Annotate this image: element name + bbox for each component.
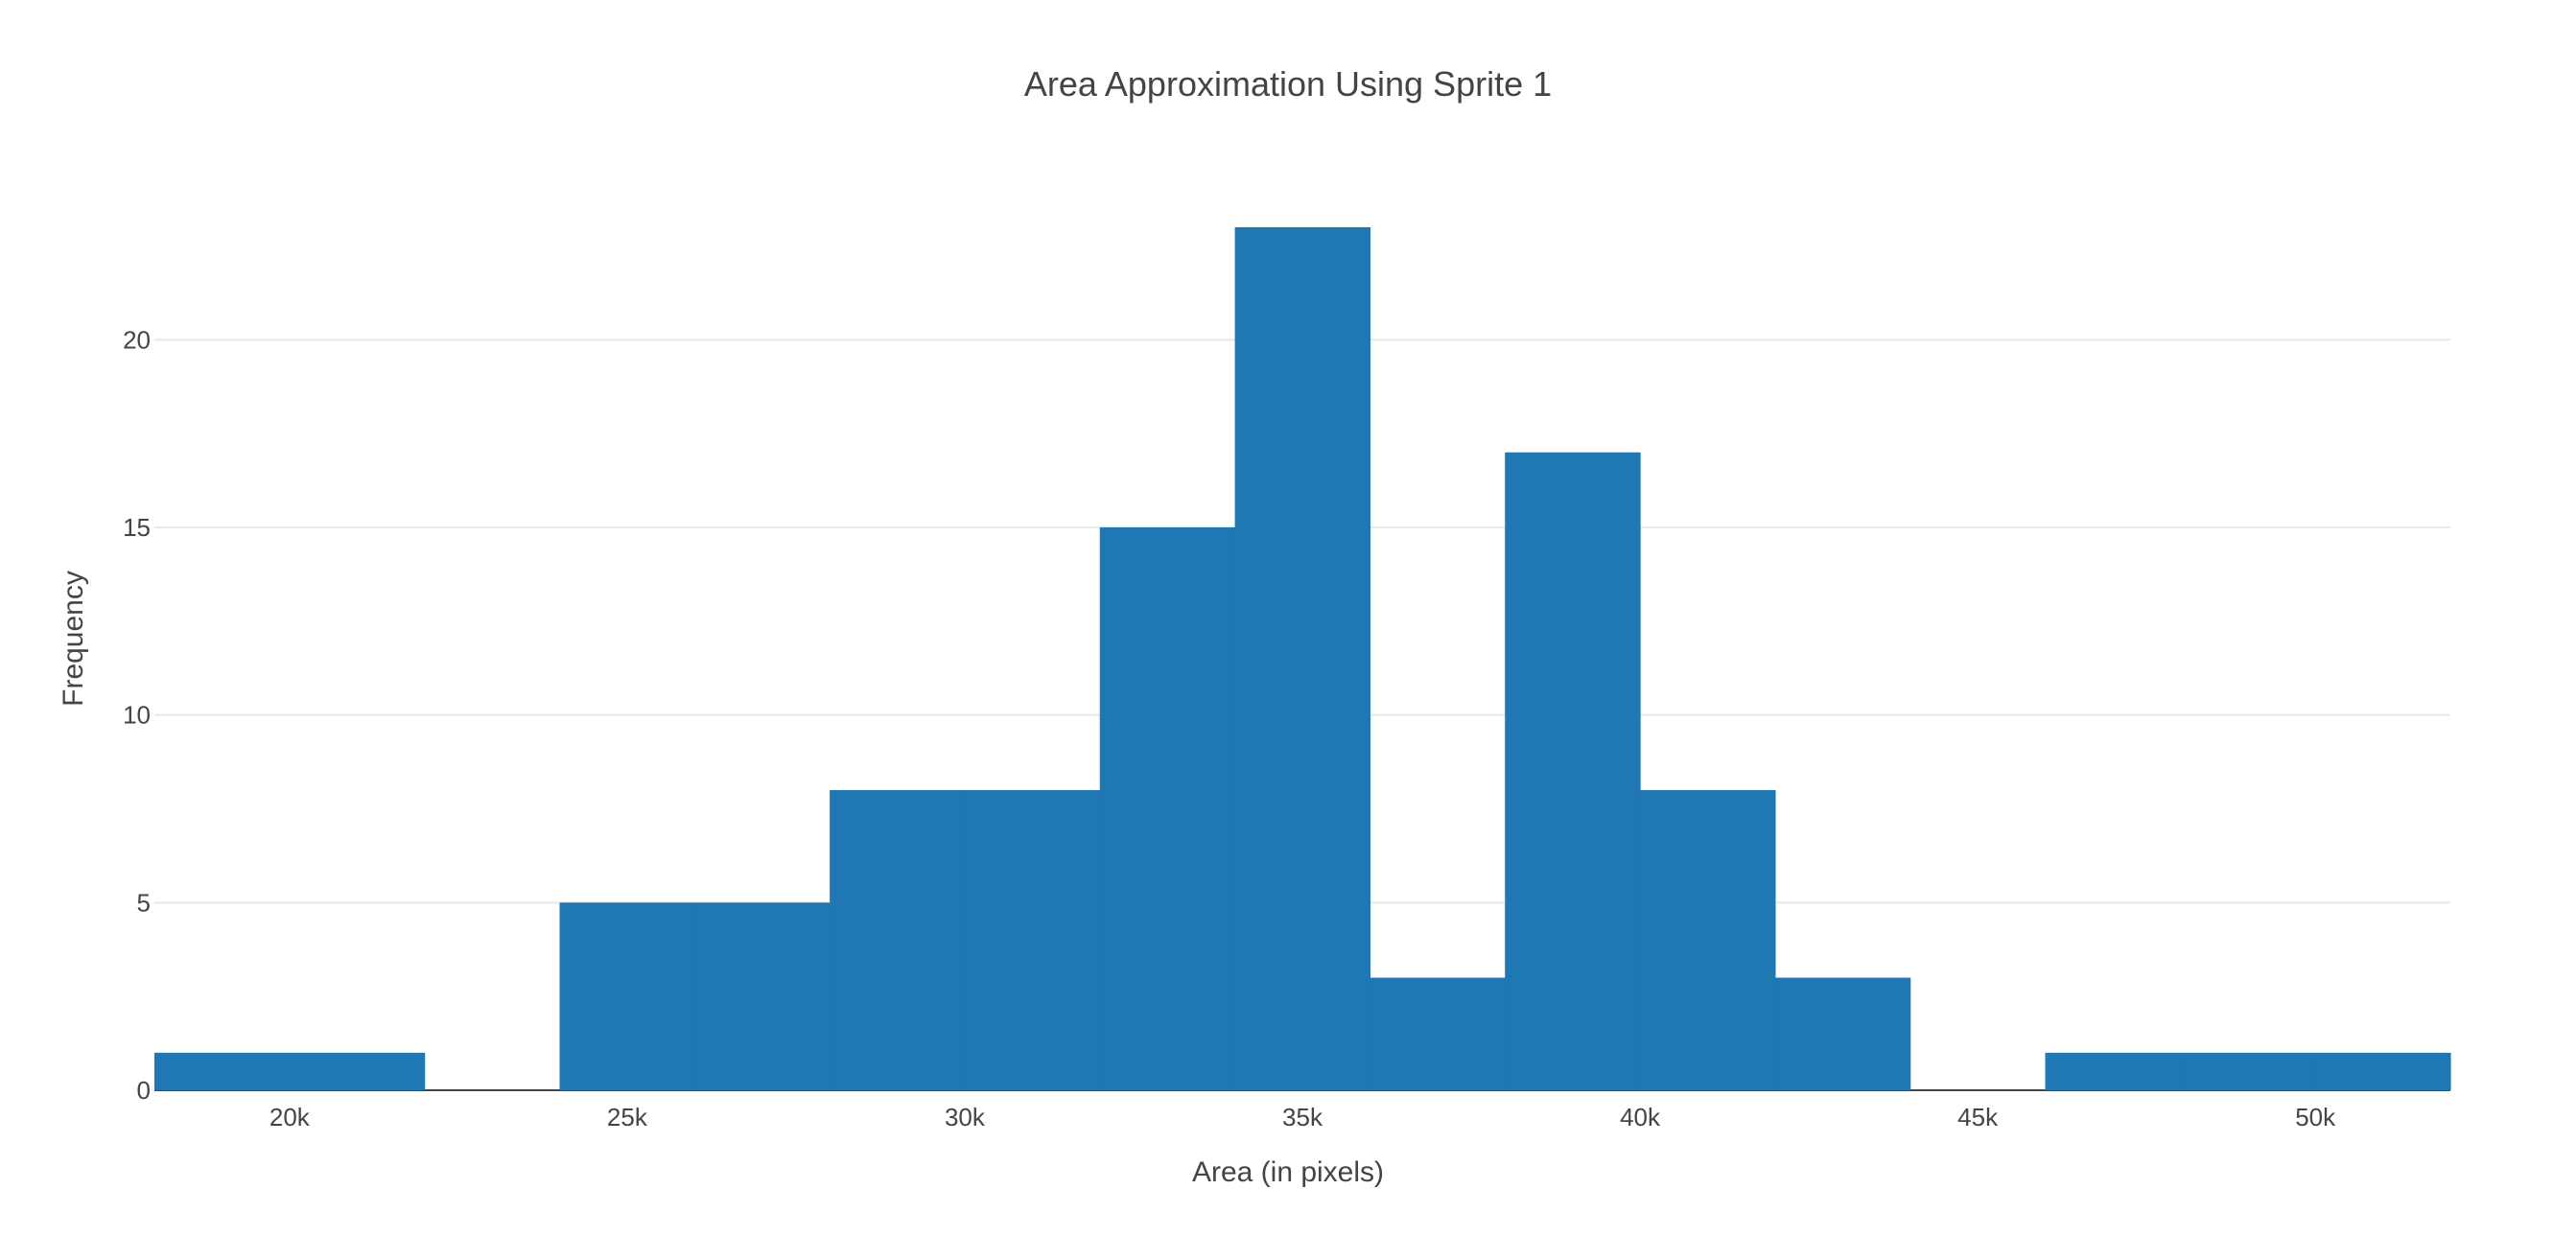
histogram-bar — [830, 789, 966, 1090]
x-tick-label: 20k — [269, 1103, 311, 1131]
bars-layer — [154, 226, 2451, 1090]
y-tick-label: 0 — [137, 1076, 151, 1105]
y-tick-label: 15 — [123, 513, 151, 542]
y-tick-label: 10 — [123, 701, 151, 730]
x-axis-title: Area (in pixels) — [1192, 1156, 1384, 1188]
histogram-bar — [1099, 527, 1236, 1090]
histogram-bar — [964, 789, 1101, 1090]
x-tick-label: 30k — [945, 1103, 986, 1131]
y-axis-title: Frequency — [58, 571, 89, 707]
histogram-bar — [2045, 1052, 2181, 1090]
histogram-bar — [289, 1052, 426, 1090]
x-axis-ticks: 20k 25k 30k 35k 40k 45k 50k — [269, 1103, 2336, 1131]
histogram-bar — [1774, 977, 1911, 1090]
chart-title: Area Approximation Using Sprite 1 — [1024, 64, 1552, 104]
histogram-bar — [1234, 226, 1371, 1090]
x-tick-label: 25k — [607, 1103, 648, 1131]
histogram-bar — [2315, 1052, 2451, 1090]
y-tick-label: 20 — [123, 325, 151, 354]
histogram-bar — [1370, 977, 1506, 1090]
histogram-bar — [694, 902, 831, 1090]
y-axis-ticks: 0 5 10 15 20 — [123, 325, 151, 1105]
histogram-bar — [1640, 789, 1776, 1090]
histogram-bar — [559, 902, 695, 1090]
x-tick-label: 35k — [1282, 1103, 1323, 1131]
histogram-bar — [154, 1052, 291, 1090]
histogram-bar — [2180, 1052, 2316, 1090]
histogram-bar — [1505, 452, 1641, 1090]
x-tick-label: 50k — [2295, 1103, 2336, 1131]
x-tick-label: 45k — [1957, 1103, 1999, 1131]
x-tick-label: 40k — [1620, 1103, 1661, 1131]
y-tick-label: 5 — [137, 888, 151, 917]
